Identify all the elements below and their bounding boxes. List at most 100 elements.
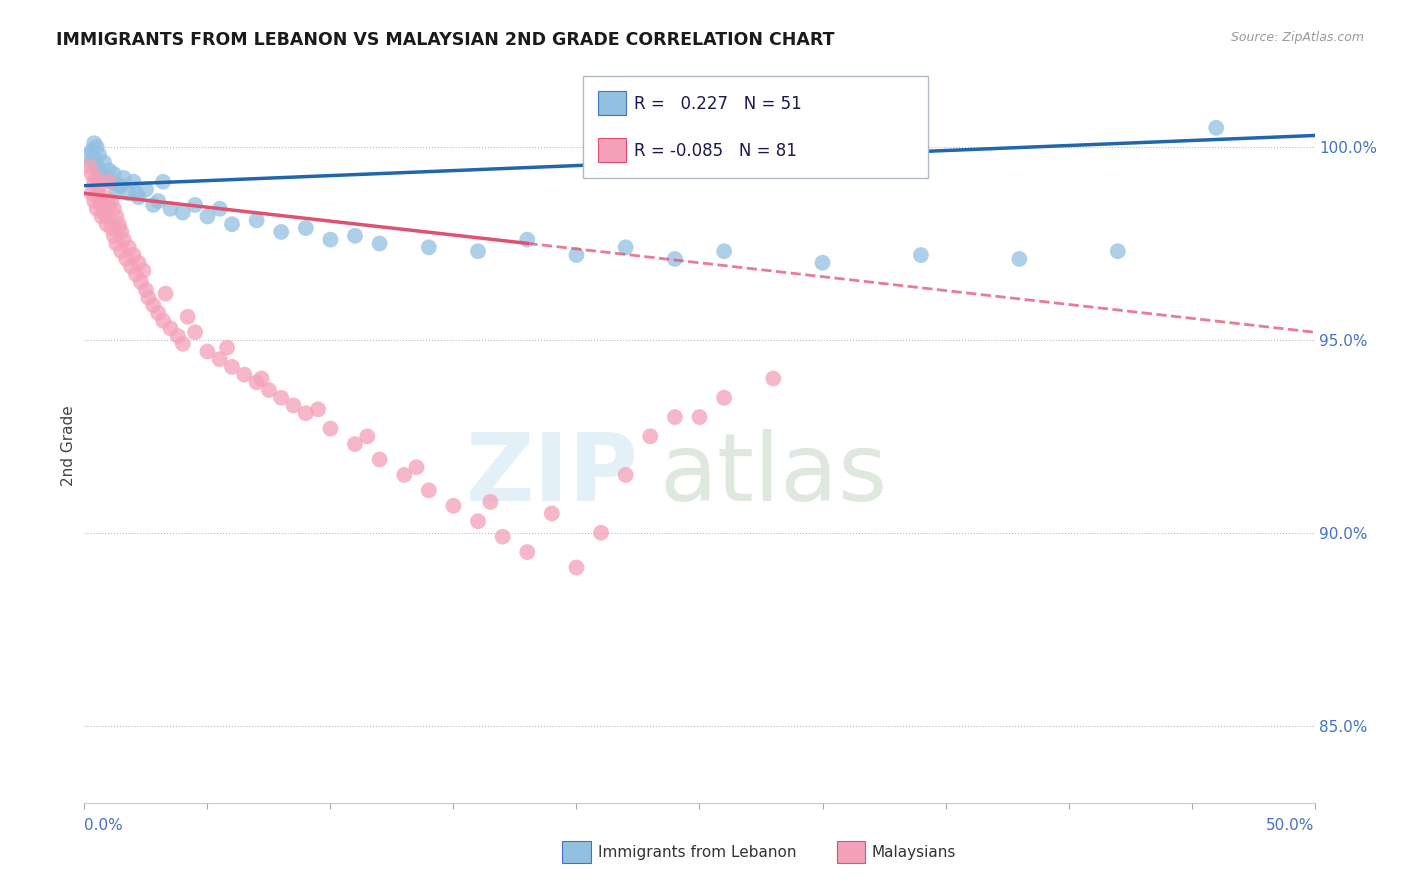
Point [112,233,135,247]
Point [79,159,101,173]
Point [86,159,108,173]
Point [103,202,125,216]
Point [368,452,391,467]
Point [295,221,318,235]
Point [152,175,174,189]
Point [516,233,538,247]
Text: Malaysians: Malaysians [872,846,956,860]
Text: atlas: atlas [659,428,887,521]
Point [89,148,111,162]
Point [89,178,111,193]
Point [100,194,122,208]
Point [246,213,269,227]
Point [516,545,538,559]
Point [208,202,231,216]
Point [86,170,108,185]
Point [98,163,121,178]
Point [122,175,145,189]
Point [105,182,128,196]
Point [172,336,194,351]
Point [250,371,273,385]
Point [93,205,115,219]
Point [98,198,121,212]
Point [405,460,427,475]
Point [83,194,105,208]
Text: ZIP: ZIP [465,428,638,521]
Point [307,402,329,417]
Point [565,560,588,574]
Point [591,525,613,540]
Point [565,248,588,262]
Point [418,483,440,498]
Point [197,210,219,224]
Point [110,178,132,193]
Point [295,406,318,420]
Point [541,507,564,521]
Point [811,256,834,270]
Point [208,352,231,367]
Point [283,399,305,413]
Point [118,186,141,201]
Point [120,260,142,274]
Point [96,217,118,231]
Point [319,233,342,247]
Point [257,383,280,397]
Point [83,136,105,151]
Point [1008,252,1031,266]
Point [221,217,243,231]
Point [159,321,181,335]
Point [479,495,502,509]
Point [86,202,108,216]
Point [80,186,103,201]
Text: R =   0.227   N = 51: R = 0.227 N = 51 [634,95,801,112]
Point [110,225,132,239]
Point [132,263,155,277]
Point [492,530,515,544]
Point [217,341,239,355]
Point [159,202,181,216]
Point [142,298,165,312]
Point [135,182,157,196]
Point [125,268,148,282]
Point [103,228,125,243]
Point [98,175,121,189]
Point [197,344,219,359]
Point [270,225,292,239]
Point [112,170,135,185]
Point [93,155,115,169]
Point [118,240,141,254]
Point [90,198,112,212]
Point [103,167,125,181]
Point [689,410,711,425]
Point [142,198,165,212]
Point [270,391,292,405]
Point [172,205,194,219]
Point [167,329,190,343]
Text: 50.0%: 50.0% [1267,818,1315,832]
Text: 0.0%: 0.0% [84,818,124,832]
Point [394,467,416,482]
Point [128,190,150,204]
Point [90,210,112,224]
Y-axis label: 2nd Grade: 2nd Grade [60,406,76,486]
Point [467,244,489,259]
Point [1107,244,1129,259]
Point [108,217,131,231]
Point [614,240,637,254]
Point [83,175,105,189]
Point [80,144,103,158]
Point [108,221,131,235]
Point [129,275,152,289]
Point [418,240,440,254]
Text: Source: ZipAtlas.com: Source: ZipAtlas.com [1230,31,1364,45]
Point [221,359,243,374]
Point [96,170,118,185]
Point [344,228,367,243]
Point [89,163,111,178]
Point [138,291,160,305]
Point [713,244,735,259]
Point [233,368,256,382]
Point [108,178,131,193]
Point [96,210,118,224]
Point [1205,120,1227,135]
